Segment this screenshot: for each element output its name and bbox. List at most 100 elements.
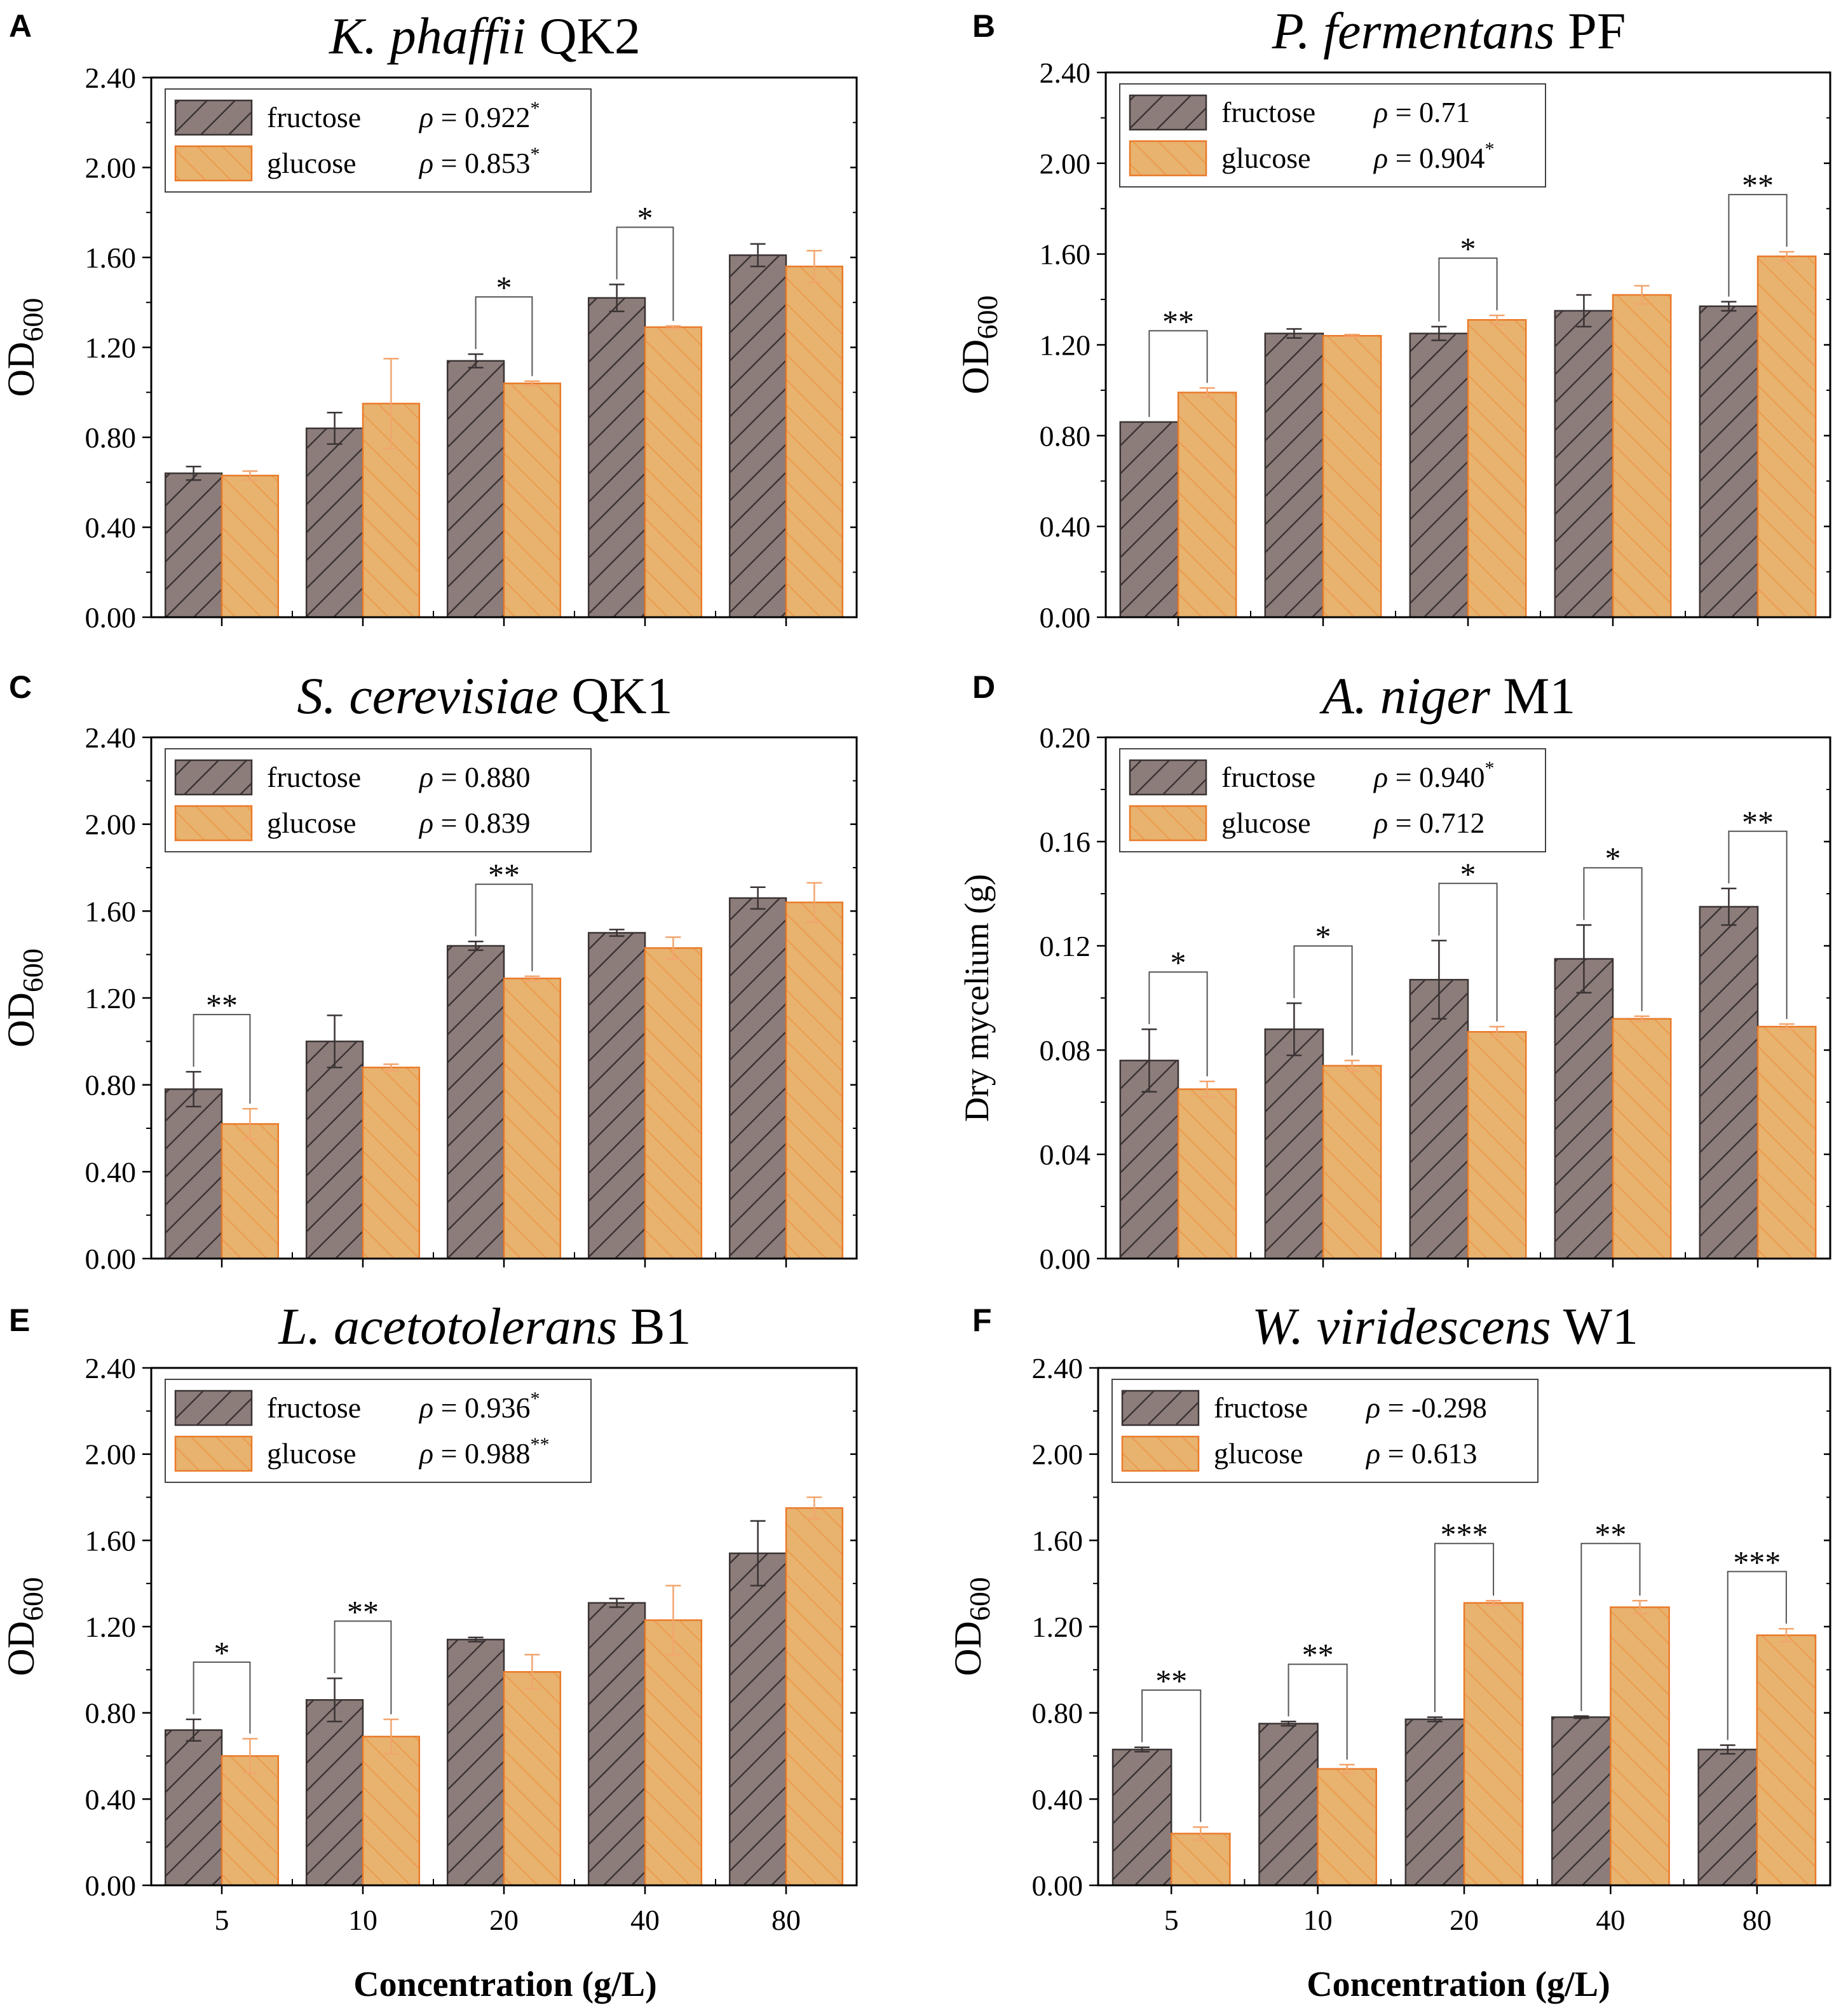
- significance-bracket: [616, 226, 674, 321]
- y-axis-label: OD600: [947, 1577, 996, 1676]
- legend-rho-fructose: ρ = 0.940*: [1373, 758, 1495, 793]
- panels-layer: A K. phaffii QK2 0.00 0.40 0.80 1.20 1.60 2.00 2…: [0, 2, 1831, 1936]
- chart-title-species: W. viridescens: [1252, 1297, 1551, 1355]
- y-tick-label: 2.40: [85, 62, 137, 94]
- y-tick-label: 2.40: [1040, 57, 1091, 89]
- legend-rho-glucose: ρ = 0.988**: [418, 1434, 550, 1470]
- bar-glucose: [1322, 334, 1382, 618]
- panel-letter: F: [972, 1302, 992, 1338]
- legend-label-fructose: fructose: [267, 761, 361, 793]
- significance-bracket: [475, 884, 533, 971]
- panel-c: C S. cerevisiae QK1 0.00 0.40 0.80 1.20 1.60 2.…: [0, 667, 858, 1275]
- bar-glucose: [362, 1735, 421, 1887]
- bar-glucose: [362, 1067, 421, 1260]
- plot-frame: [1104, 71, 1831, 618]
- legend-rho-fructose: ρ = -0.298: [1365, 1391, 1487, 1424]
- chart-title: K. phaffii QK2: [329, 7, 641, 65]
- panel-letter: C: [9, 669, 32, 705]
- x-tick-label: 40: [630, 1904, 660, 1936]
- bar-glucose: [1170, 1833, 1231, 1887]
- bar-fructose: [728, 1552, 787, 1887]
- bar-fructose: [1697, 1749, 1758, 1887]
- plot-frame: [1104, 736, 1831, 1260]
- legend-rho-glucose: ρ = 0.839: [418, 807, 531, 839]
- legend-rho-fructose: ρ = 0.936*: [418, 1388, 540, 1424]
- significance-label: *: [637, 200, 653, 235]
- y-tick-label: 2.00: [1032, 1438, 1084, 1471]
- bar-glucose: [1322, 1065, 1382, 1260]
- legend-label-glucose: glucose: [267, 147, 357, 179]
- x-tick-label: 5: [1164, 1904, 1179, 1936]
- bar-fructose: [728, 254, 787, 618]
- significance-label: *: [1605, 840, 1621, 876]
- chart-title: L. acetotolerans B1: [278, 1297, 691, 1355]
- significance-bracket: [1141, 1689, 1202, 1822]
- chart-title-strain: W1: [1551, 1297, 1638, 1355]
- x-tick-label: 20: [489, 1904, 519, 1936]
- y-tick-label: 2.40: [85, 1352, 137, 1384]
- chart-title-strain: PF: [1555, 2, 1626, 60]
- panel-letter: D: [972, 669, 995, 705]
- panel-b: B P. fermentans PF 0.00 0.40 0.80 1.20 1.60 2.0…: [955, 2, 1831, 634]
- significance-label: *: [214, 1635, 230, 1670]
- chart-title-strain: QK1: [559, 667, 673, 725]
- significance-label: ***: [1733, 1544, 1781, 1580]
- significance-bracket: [193, 1014, 251, 1104]
- legend-label-glucose: glucose: [1214, 1437, 1303, 1470]
- y-axis-label: OD600: [0, 1577, 49, 1676]
- y-tick-label: 0.80: [85, 1069, 137, 1102]
- bar-glucose: [503, 1670, 562, 1887]
- bar-glucose: [1467, 1031, 1527, 1260]
- legend-rho-glucose: ρ = 0.904*: [1373, 139, 1495, 174]
- legend-rho-glucose: ρ = 0.712: [1373, 807, 1485, 839]
- significance-bracket: [334, 1620, 392, 1714]
- bar-fructose: [1264, 332, 1324, 618]
- y-tick-label: 0.80: [85, 1697, 137, 1730]
- legend-rho-glucose: ρ = 0.613: [1365, 1437, 1478, 1470]
- legend-swatch-fructose: [174, 1390, 253, 1426]
- chart-title: P. fermentans PF: [1272, 2, 1626, 60]
- x-tick-label: 5: [215, 1904, 229, 1936]
- bar-fructose: [1404, 1718, 1465, 1887]
- bar-fructose: [1119, 1060, 1179, 1260]
- y-tick-label: 2.40: [1032, 1352, 1084, 1384]
- legend-label-fructose: fructose: [1221, 96, 1315, 128]
- y-tick-label: 2.40: [85, 721, 137, 754]
- x-tick-label: 20: [1450, 1904, 1479, 1936]
- bar-glucose: [1467, 318, 1527, 618]
- bar-fructose: [1258, 1723, 1319, 1887]
- legend-swatch-glucose: [1121, 1435, 1200, 1472]
- significance-bracket: [1438, 257, 1498, 322]
- bar-fructose: [1119, 421, 1179, 618]
- bar-fructose: [1111, 1749, 1172, 1887]
- y-tick-label: 1.60: [1040, 238, 1091, 271]
- y-tick-label: 2.00: [85, 1438, 137, 1471]
- plot-frame: [150, 736, 858, 1260]
- bar-glucose: [1317, 1768, 1378, 1887]
- y-tick-label: 0.40: [85, 1156, 137, 1188]
- bar-glucose: [644, 326, 703, 618]
- legend-rho-fructose: ρ = 0.880: [418, 761, 531, 793]
- y-tick-label: 0.80: [1040, 420, 1091, 452]
- bar-glucose: [221, 1755, 280, 1887]
- bar-glucose: [221, 1123, 280, 1260]
- legend-swatch-fructose: [1121, 1390, 1200, 1426]
- panel-letter: E: [9, 1302, 30, 1338]
- y-tick-label: 0.00: [85, 1243, 137, 1275]
- legend-label-fructose: fructose: [267, 1391, 361, 1424]
- bar-glucose: [503, 382, 562, 618]
- legend-label-glucose: glucose: [1221, 807, 1311, 839]
- legend-label-glucose: glucose: [1221, 142, 1311, 174]
- legend-swatch-glucose: [174, 805, 253, 842]
- chart-title-species: A. niger: [1319, 667, 1491, 725]
- y-tick-label: 0.40: [1032, 1783, 1084, 1815]
- bar-glucose: [1612, 294, 1672, 618]
- y-tick-label: 0.80: [85, 421, 137, 454]
- legend-label-fructose: fructose: [1221, 761, 1315, 793]
- significance-label: **: [206, 987, 238, 1023]
- chart-title-species: P. fermentans: [1272, 2, 1555, 60]
- legend-swatch-glucose: [174, 145, 253, 182]
- bar-fructose: [1409, 332, 1469, 618]
- bar-fructose: [1699, 906, 1759, 1260]
- y-tick-label: 1.20: [1032, 1611, 1084, 1643]
